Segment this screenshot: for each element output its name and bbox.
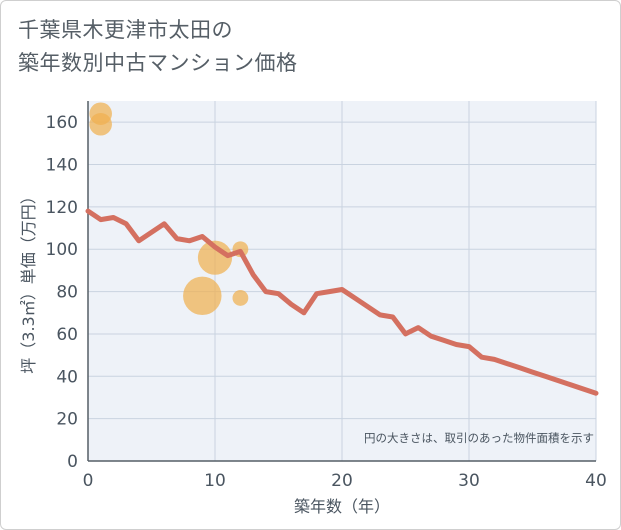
bubble-5 bbox=[232, 290, 249, 306]
y-axis-label: 坪（3.3㎡）単価（万円） bbox=[19, 188, 38, 373]
bubbles bbox=[89, 102, 249, 316]
y-tick-80: 80 bbox=[56, 283, 78, 303]
x-tick-0: 0 bbox=[83, 471, 94, 491]
x-axis-label: 築年数（年） bbox=[294, 497, 390, 516]
title-line-2: 築年数別中古マンション価格 bbox=[18, 51, 298, 75]
y-tick-100: 100 bbox=[46, 240, 78, 260]
bubble-2 bbox=[183, 276, 222, 316]
trend-line bbox=[85, 208, 599, 396]
title-line-1: 千葉県木更津市太田の bbox=[18, 18, 233, 42]
y-tick-labels: 0 20 40 60 80 100 120 140 160 bbox=[46, 113, 78, 472]
chart-title: 千葉県木更津市太田の 築年数別中古マンション価格 bbox=[18, 14, 298, 80]
bubble-1 bbox=[89, 113, 112, 136]
bubble-size-note: 円の大きさは、取引のあった物件面積を示す bbox=[364, 431, 594, 445]
x-tick-labels: 0 10 20 30 40 bbox=[83, 471, 607, 491]
x-tick-20: 20 bbox=[331, 471, 353, 491]
x-tick-30: 30 bbox=[458, 471, 480, 491]
y-tick-20: 20 bbox=[56, 410, 78, 430]
bubble-3 bbox=[197, 240, 233, 275]
y-tick-40: 40 bbox=[56, 367, 78, 387]
y-tick-60: 60 bbox=[56, 325, 78, 345]
y-tick-160: 160 bbox=[46, 113, 78, 133]
y-tick-140: 140 bbox=[46, 156, 78, 176]
y-tick-0: 0 bbox=[67, 452, 78, 472]
y-tick-120: 120 bbox=[46, 198, 78, 218]
x-tick-40: 40 bbox=[585, 471, 607, 491]
x-tick-10: 10 bbox=[204, 471, 226, 491]
grid-lines bbox=[87, 101, 597, 462]
